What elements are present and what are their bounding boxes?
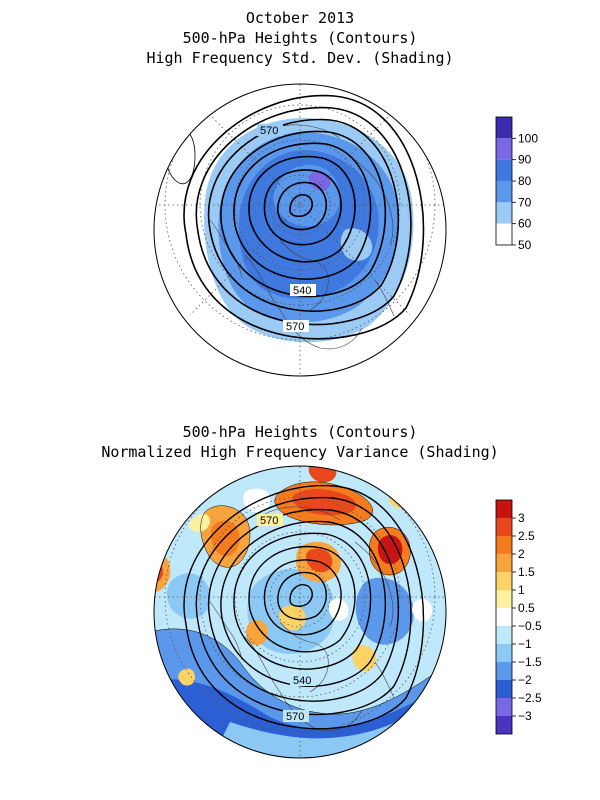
bottom-colorbar-label: 2.5: [518, 529, 535, 543]
bottom-label-570-lower: 570: [286, 711, 304, 723]
top-std-dev-shading: [165, 118, 414, 343]
bottom-colorbar-swatch: [496, 680, 512, 698]
bottom-colorbar-swatch: [496, 572, 512, 590]
top-polar-map: 570 540 570: [153, 83, 447, 377]
bottom-colorbar-swatch: [496, 626, 512, 644]
top-contour-labels: 570 540 570: [257, 124, 316, 333]
top-label-540: 540: [293, 285, 311, 297]
bottom-title: 500-hPa Heights (Contours) Normalized Hi…: [0, 422, 600, 462]
top-title-line-3: High Frequency Std. Dev. (Shading): [146, 49, 454, 67]
top-colorbar-label: 90: [518, 153, 532, 167]
bottom-colorbar: 3 2.5 2 1.5 1 0.5 −0.5 −1 −1.5 −2 −2.5 −3: [495, 499, 542, 735]
bottom-colorbar-label: −2: [518, 673, 532, 687]
bottom-colorbar-label: −1.5: [518, 655, 542, 669]
bottom-colorbar-label: 2: [518, 547, 525, 561]
bottom-colorbar-swatch: [496, 644, 512, 662]
bottom-shading-outlines: [154, 481, 446, 715]
bottom-colorbar-swatch: [496, 662, 512, 680]
bottom-colorbar-label: 1: [518, 583, 525, 597]
top-colorbar-swatch: [496, 138, 512, 160]
top-colorbar: 100 90 80 70 60 50: [495, 116, 538, 252]
top-colorbar-swatch: [496, 159, 512, 181]
bottom-label-540: 540: [293, 675, 311, 687]
bottom-polar-map: 570 540 570: [153, 465, 447, 759]
top-colorbar-label: 100: [518, 131, 538, 145]
top-colorbar-swatch: [496, 117, 512, 139]
bottom-contour-labels: 570 540 570: [257, 514, 316, 723]
bottom-colorbar-label: 0.5: [518, 601, 535, 615]
bottom-colorbar-label: −0.5: [518, 619, 542, 633]
bottom-map-border: [153, 465, 447, 759]
bottom-label-570-upper: 570: [260, 515, 278, 527]
top-colorbar-label: 70: [518, 195, 532, 209]
bottom-colorbar-swatch: [496, 518, 512, 536]
top-height-contours: [183, 94, 425, 340]
top-title-line-1: October 2013: [245, 9, 355, 27]
top-title-line-2: 500-hPa Heights (Contours): [182, 29, 418, 47]
bottom-colorbar-label: −3: [518, 709, 532, 723]
bottom-colorbar-swatch: [496, 716, 512, 734]
top-colorbar-label: 50: [518, 238, 532, 252]
bottom-colorbar-label: −2.5: [518, 691, 542, 705]
top-title: October 2013 500-hPa Heights (Contours) …: [0, 8, 600, 68]
top-colorbar-swatch: [496, 202, 512, 224]
bottom-colorbar-swatch: [496, 608, 512, 626]
top-label-570-upper: 570: [260, 125, 278, 137]
bottom-title-line-1: 500-hPa Heights (Contours): [182, 423, 418, 441]
top-colorbar-label: 60: [518, 217, 532, 231]
bottom-height-contours: [183, 484, 425, 730]
bottom-variance-shading: [154, 466, 446, 758]
bottom-graticule: [154, 466, 446, 758]
top-map-border: [153, 83, 447, 377]
top-label-570-lower: 570: [286, 321, 304, 333]
bottom-colorbar-label: 3: [518, 511, 525, 525]
bottom-colorbar-label: 1.5: [518, 565, 535, 579]
bottom-colorbar-swatch: [496, 554, 512, 572]
top-colorbar-label: 80: [518, 174, 532, 188]
bottom-colorbar-swatch: [496, 590, 512, 608]
bottom-title-line-2: Normalized High Frequency Variance (Shad…: [101, 443, 499, 461]
bottom-colorbar-swatch: [496, 536, 512, 554]
bottom-colorbar-swatch: [496, 500, 512, 518]
top-colorbar-swatch: [496, 223, 512, 245]
bottom-colorbar-label: −1: [518, 637, 532, 651]
top-colorbar-swatch: [496, 181, 512, 203]
bottom-colorbar-swatch: [496, 698, 512, 716]
